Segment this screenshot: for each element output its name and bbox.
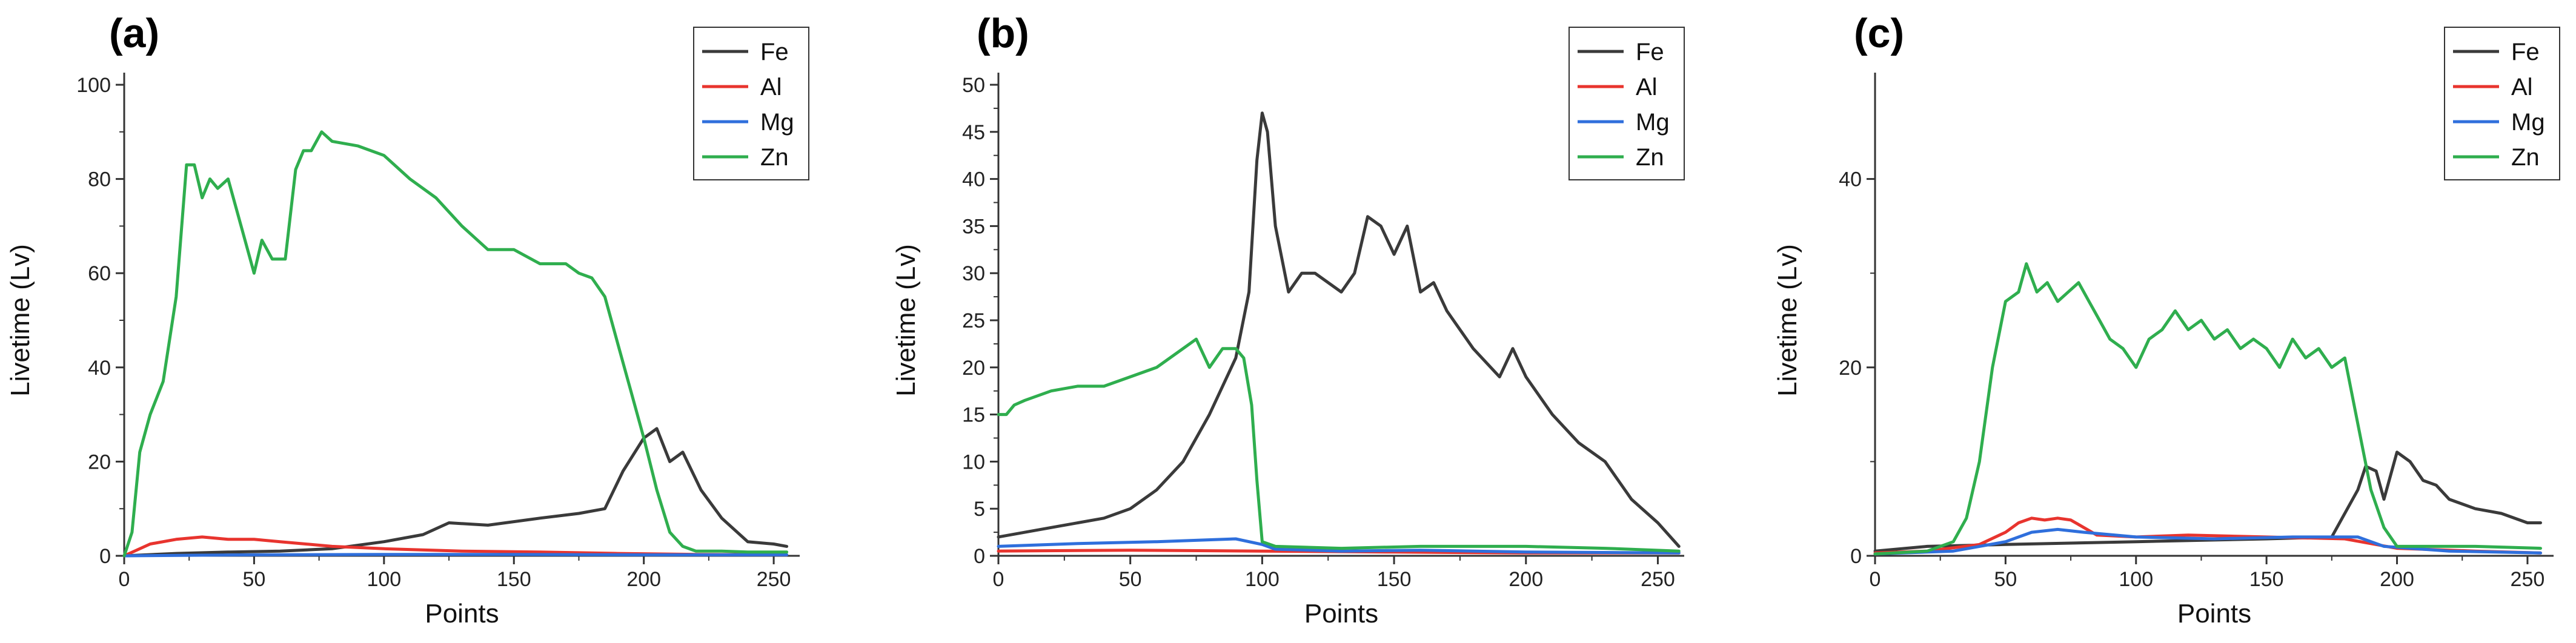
series-line-fe (122, 427, 789, 558)
series-line-fe (1873, 450, 2542, 553)
x-tick-label: 0 (1870, 568, 1881, 591)
y-tick-label: 35 (962, 215, 985, 238)
x-tick-label: 100 (1245, 568, 1280, 591)
chart-panel-a: (a) 0 20 40 60 80 100 0 50 100 150 200 250 Points Live… (5, 10, 809, 628)
series-line-zn (122, 130, 789, 558)
y-tick-label: 40 (1839, 168, 1862, 191)
series-line-mg (1873, 527, 2542, 556)
y-tick-label: 20 (1839, 357, 1862, 380)
x-tick-label: 200 (2380, 568, 2414, 591)
y-tick-label: 10 (962, 450, 985, 473)
legend-label-mg: Mg (760, 109, 794, 136)
legend-label-zn: Zn (2511, 144, 2540, 171)
y-tick-label: 40 (962, 168, 985, 191)
y-tick-label: 25 (962, 309, 985, 332)
y-tick-label: 0 (974, 545, 985, 568)
x-tick-label: 50 (1994, 568, 2017, 591)
x-axis-title: Points (425, 599, 499, 628)
legend-label-zn: Zn (1636, 144, 1664, 171)
legend-label-al: Al (1636, 74, 1658, 101)
y-tick-label: 45 (962, 121, 985, 144)
y-tick-label: 0 (1850, 545, 1862, 568)
y-tick-label: 80 (88, 168, 111, 191)
y-tick-label: 20 (88, 450, 111, 473)
x-tick-label: 100 (2119, 568, 2153, 591)
series-line-zn (1873, 262, 2542, 556)
panel-label: (a) (109, 10, 159, 56)
legend-label-al: Al (760, 74, 782, 101)
y-tick-label: 100 (76, 74, 111, 97)
x-tick-label: 0 (993, 568, 1004, 591)
series-line-zn (997, 337, 1681, 553)
y-tick-label: 20 (962, 357, 985, 380)
x-tick-label: 150 (1377, 568, 1412, 591)
x-tick-label: 50 (243, 568, 266, 591)
legend-label-fe: Fe (760, 39, 789, 65)
x-tick-label: 250 (1641, 568, 1675, 591)
y-axis-title: Livetime (Lv) (5, 244, 35, 397)
y-tick-label: 5 (974, 498, 985, 521)
legend-box (2444, 27, 2560, 180)
x-tick-label: 100 (367, 568, 401, 591)
x-axis-title: Points (2177, 599, 2251, 628)
x-tick-label: 50 (1119, 568, 1142, 591)
y-tick-label: 40 (88, 357, 111, 380)
x-tick-label: 200 (626, 568, 661, 591)
legend-label-mg: Mg (1636, 109, 1670, 136)
series-line-fe (997, 111, 1681, 548)
series-line-mg (122, 553, 789, 558)
panel-label: (b) (977, 10, 1029, 56)
x-tick-label: 250 (2511, 568, 2545, 591)
y-axis-title: Livetime (Lv) (891, 244, 921, 397)
y-axis-title: Livetime (Lv) (1773, 244, 1802, 397)
y-tick-label: 50 (962, 74, 985, 97)
legend-label-zn: Zn (760, 144, 789, 171)
y-tick-label: 30 (962, 262, 985, 285)
x-axis-title: Points (1304, 599, 1378, 628)
series-line-al (1873, 516, 2542, 555)
chart-panel-b: (b) 0 5 10 15 20 25 30 35 40 45 50 0 50 100 150 200 250 Po… (891, 10, 1685, 628)
legend-label-fe: Fe (1636, 39, 1664, 65)
legend-label-fe: Fe (2511, 39, 2540, 65)
legend-label-mg: Mg (2511, 109, 2545, 136)
x-tick-label: 150 (2249, 568, 2284, 591)
x-tick-label: 200 (1509, 568, 1543, 591)
x-tick-label: 150 (497, 568, 531, 591)
panel-label: (c) (1854, 10, 1904, 56)
series-line-mg (997, 537, 1681, 555)
x-tick-label: 250 (757, 568, 791, 591)
y-tick-label: 15 (962, 404, 985, 427)
y-tick-label: 0 (99, 545, 111, 568)
x-tick-label: 0 (119, 568, 130, 591)
legend-label-al: Al (2511, 74, 2533, 101)
chart-panel-c: (c) 0 20 40 0 50 100 150 200 250 Points Livetime (L… (1773, 10, 2560, 628)
y-tick-label: 60 (88, 262, 111, 285)
